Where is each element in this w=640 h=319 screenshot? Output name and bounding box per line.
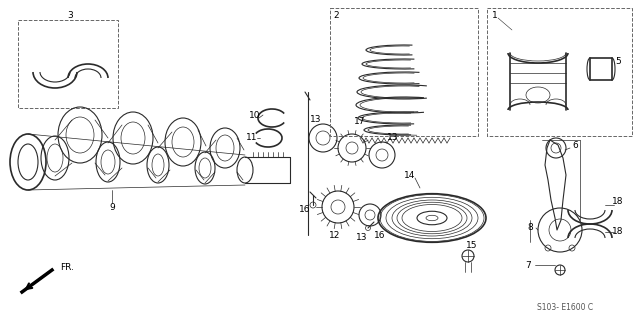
Text: 7: 7 (525, 261, 531, 270)
Text: 13: 13 (310, 115, 322, 124)
Text: 9: 9 (109, 204, 115, 212)
Text: 8: 8 (527, 224, 533, 233)
Text: FR.: FR. (60, 263, 74, 272)
Text: 12: 12 (330, 231, 340, 240)
Text: 17: 17 (355, 117, 365, 127)
Bar (330, 8, 478, 136)
Bar (18, 20, 118, 108)
Text: 5: 5 (615, 57, 621, 66)
Text: 3: 3 (67, 11, 73, 20)
Text: 16: 16 (300, 205, 311, 214)
Text: 13: 13 (387, 133, 399, 143)
Text: S103- E1600 C: S103- E1600 C (537, 303, 593, 313)
Text: 15: 15 (467, 241, 477, 250)
Text: 10: 10 (249, 110, 260, 120)
Text: 1: 1 (492, 11, 498, 20)
Text: 2: 2 (333, 11, 339, 20)
Text: 14: 14 (404, 170, 416, 180)
Text: 11: 11 (246, 133, 258, 143)
Text: 18: 18 (612, 227, 624, 236)
Text: 6: 6 (572, 140, 578, 150)
Bar (487, 8, 632, 136)
Text: 13: 13 (356, 234, 368, 242)
Text: 16: 16 (374, 231, 386, 240)
Text: 18: 18 (612, 197, 624, 206)
